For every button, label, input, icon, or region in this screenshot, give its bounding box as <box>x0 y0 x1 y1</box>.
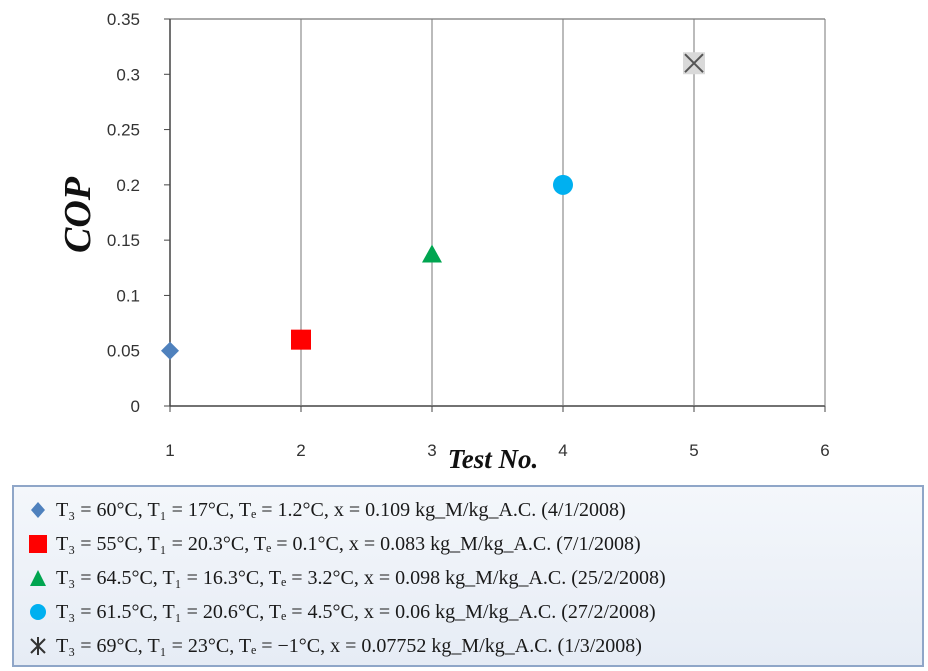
y-tick-label: 0.2 <box>116 176 140 195</box>
legend-item: T₃ = 61.5°C, T₁ = 20.6°C, Tₑ = 4.5°C, x … <box>14 597 922 627</box>
y-tick-label: 0.25 <box>107 121 140 140</box>
legend-item: T₃ = 60°C, T₁ = 17°C, Tₑ = 1.2°C, x = 0.… <box>14 495 922 525</box>
point-diamond <box>161 341 179 360</box>
legend-label: T₃ = 60°C, T₁ = 17°C, Tₑ = 1.2°C, x = 0.… <box>56 498 626 521</box>
legend-item: T₃ = 64.5°C, T₁ = 16.3°C, Tₑ = 3.2°C, x … <box>14 563 922 593</box>
x-tick-label: 6 <box>820 441 829 460</box>
legend-label: T₃ = 69°C, T₁ = 23°C, Tₑ = −1°C, x = 0.0… <box>56 634 642 657</box>
scatter-chart: 0 0.05 0.1 0.15 0.2 0.25 0.3 0.35 1 2 3 4 5 6 COP Te… <box>57 10 830 474</box>
x-tick-label: 3 <box>427 441 436 460</box>
legend: T₃ = 60°C, T₁ = 17°C, Tₑ = 1.2°C, x = 0.… <box>12 485 924 667</box>
point-square <box>291 329 311 350</box>
point-star-stroke <box>684 53 704 73</box>
y-axis-title: COP <box>57 176 99 253</box>
y-tick-label: 0.1 <box>116 286 140 305</box>
legend-item: T₃ = 55°C, T₁ = 20.3°C, Tₑ = 0.1°C, x = … <box>14 529 922 559</box>
y-tick-label: 0.3 <box>116 65 140 84</box>
y-tick-label: 0.15 <box>107 231 140 250</box>
diamond-marker-icon <box>31 502 45 518</box>
legend-item: T₃ = 69°C, T₁ = 23°C, Tₑ = −1°C, x = 0.0… <box>14 631 922 661</box>
legend-label: T₃ = 55°C, T₁ = 20.3°C, Tₑ = 0.1°C, x = … <box>56 532 641 555</box>
point-star <box>683 52 705 75</box>
x-axis-title: Test No. <box>448 444 539 474</box>
triangle-marker-icon <box>30 570 46 586</box>
legend-label: T₃ = 61.5°C, T₁ = 20.6°C, Tₑ = 4.5°C, x … <box>56 600 656 623</box>
y-tick-label: 0.05 <box>107 342 140 361</box>
y-tick-label: 0 <box>131 397 140 416</box>
point-circle <box>553 174 573 195</box>
grid-lines <box>169 18 826 407</box>
y-axis-ticks: 0 0.05 0.1 0.15 0.2 0.25 0.3 0.35 <box>107 10 170 416</box>
x-tick-label: 4 <box>558 441 567 460</box>
circle-marker-icon <box>30 604 46 620</box>
x-tick-label: 5 <box>689 441 698 460</box>
data-points <box>161 52 705 360</box>
star-marker-icon <box>30 637 46 655</box>
legend-label: T₃ = 64.5°C, T₁ = 16.3°C, Tₑ = 3.2°C, x … <box>56 566 666 589</box>
square-marker-icon <box>29 535 47 553</box>
x-tick-label: 1 <box>165 441 174 460</box>
y-tick-label: 0.35 <box>107 10 140 29</box>
x-tick-label: 2 <box>296 441 305 460</box>
point-triangle <box>422 244 442 263</box>
x-axis-ticks: 1 2 3 4 5 6 <box>165 406 830 460</box>
